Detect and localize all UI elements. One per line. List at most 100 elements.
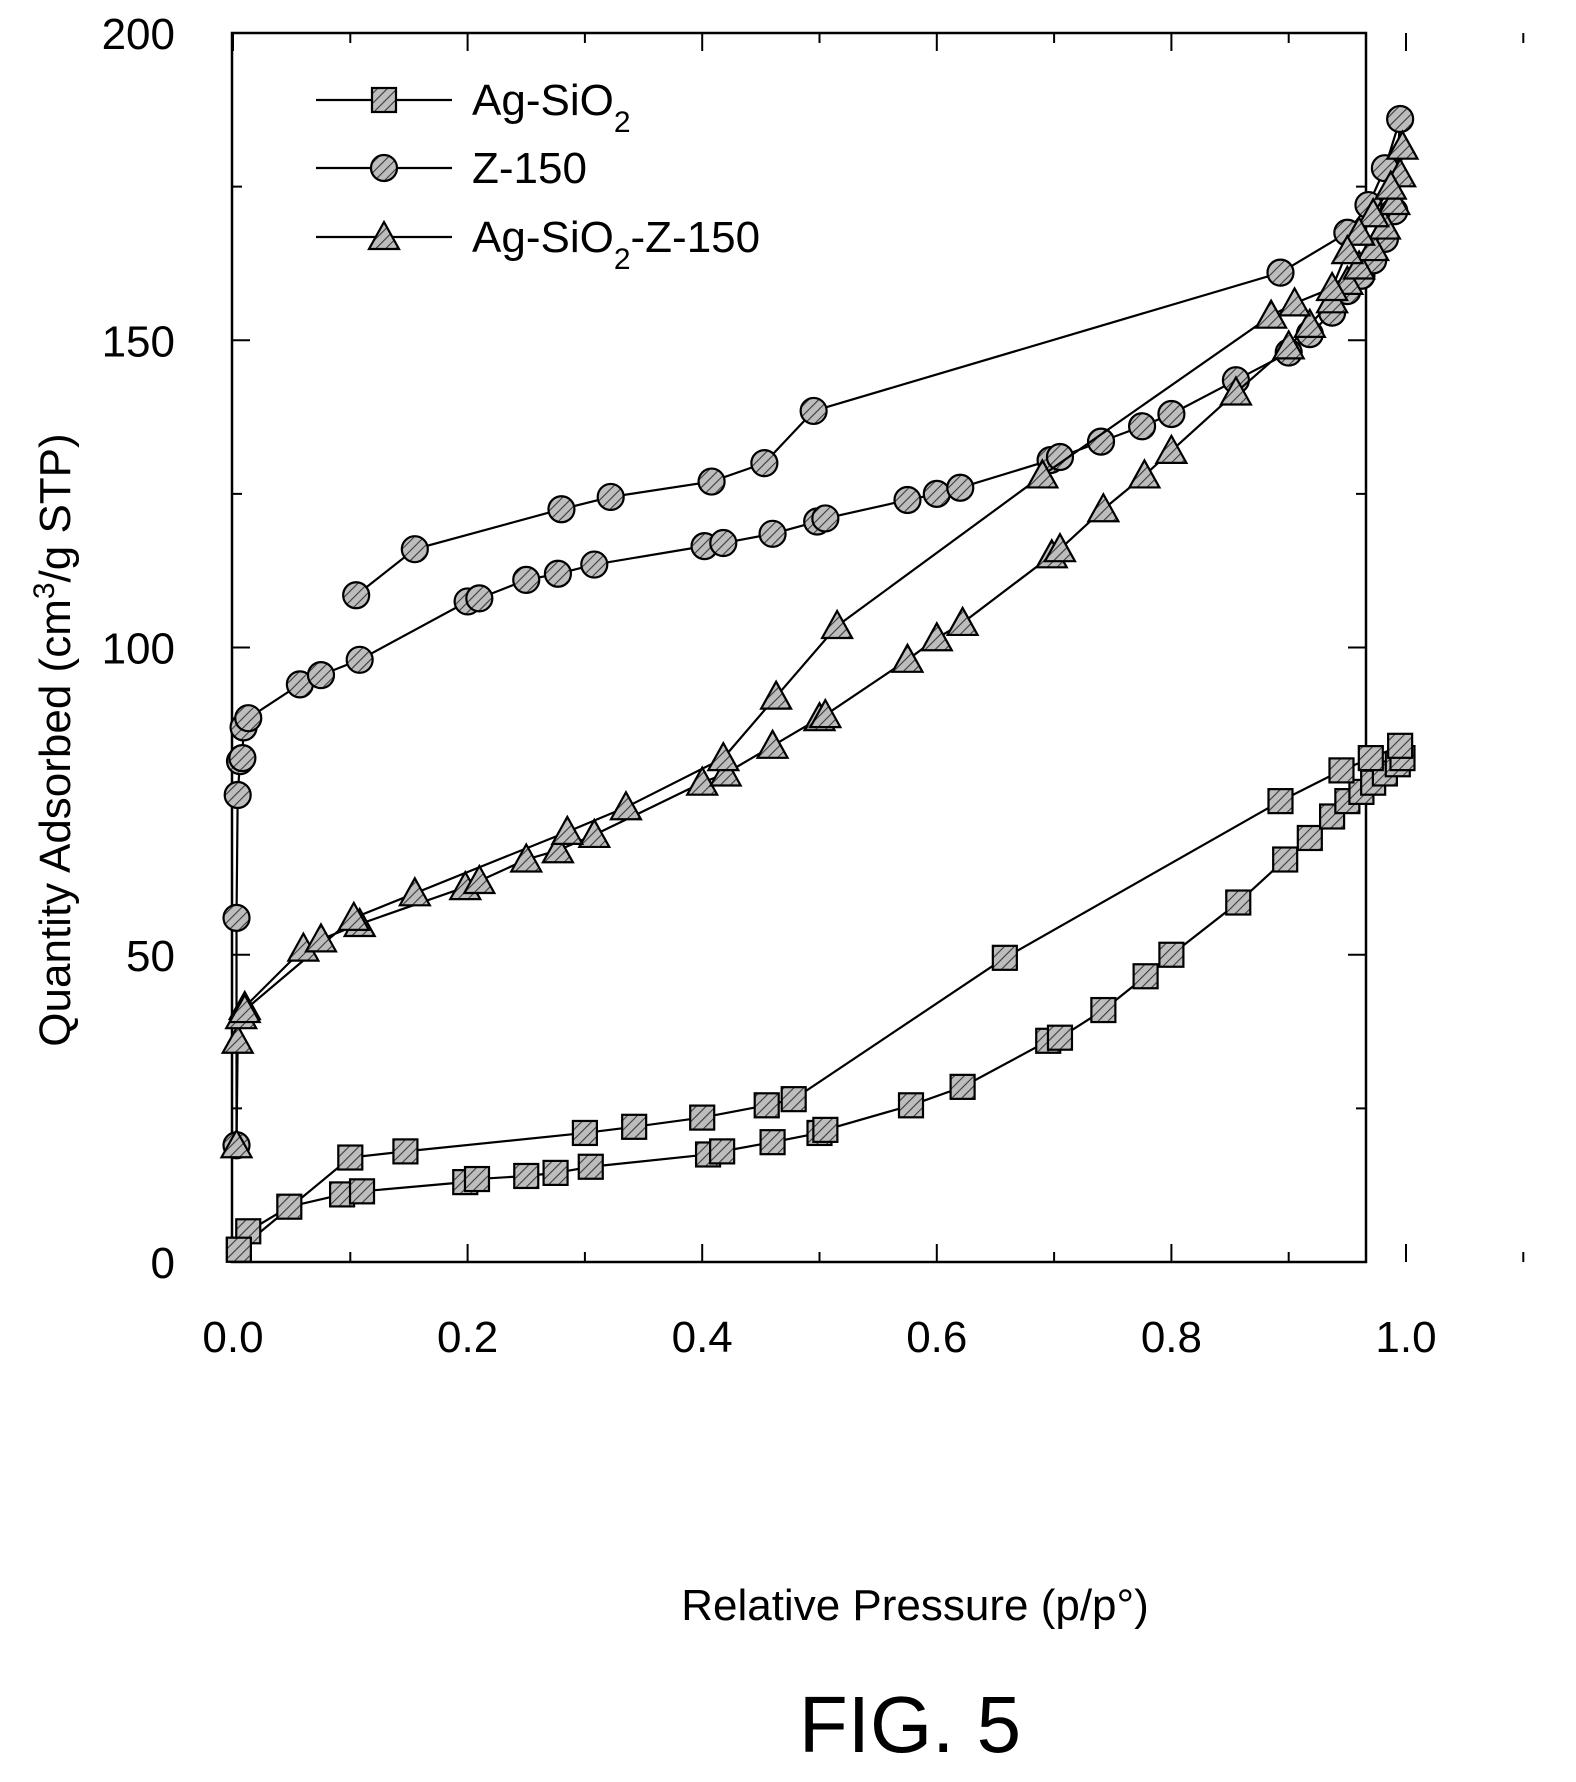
data-point xyxy=(509,842,544,873)
data-point xyxy=(1267,788,1294,815)
data-point xyxy=(304,922,338,953)
data-point xyxy=(1132,963,1159,990)
legend-entry: Ag-SiO2-Z-150 xyxy=(316,213,760,276)
data-point xyxy=(306,661,336,690)
legend-text-part: Ag-SiO xyxy=(472,76,614,125)
data-point xyxy=(689,1104,716,1131)
y-axis-label: Quantity Adsorbed (cm3/g STP) xyxy=(28,433,81,1046)
data-point xyxy=(1373,169,1408,200)
data-point xyxy=(811,504,840,533)
data-point xyxy=(512,565,541,595)
data-point xyxy=(706,740,741,772)
data-point xyxy=(1090,996,1117,1024)
data-point xyxy=(550,814,585,845)
data-point xyxy=(1357,745,1384,772)
series-triangle xyxy=(219,129,1420,1159)
data-point xyxy=(1086,427,1116,456)
data-point xyxy=(465,584,494,613)
legend-entry: Z-150 xyxy=(316,144,587,193)
data-point xyxy=(345,645,374,674)
y-axis-label-part: Quantity Adsorbed (cm xyxy=(31,599,80,1047)
data-point xyxy=(1127,412,1157,441)
data-point xyxy=(945,605,980,637)
data-point xyxy=(893,485,922,515)
legend-marker-circle xyxy=(369,153,399,183)
tick-labels: 0.0 0.2 0.4 0.6 0.8 1.0 0 50 100 150 200 xyxy=(102,10,1437,1362)
legend-subscript: 2 xyxy=(614,106,631,139)
series-square xyxy=(225,732,1416,1263)
data-point xyxy=(596,482,625,512)
x-axis-label: Relative Pressure (p/p°) xyxy=(681,1581,1149,1630)
data-point xyxy=(812,1116,839,1143)
y-tick-label: 200 xyxy=(102,10,175,59)
data-point xyxy=(462,863,497,895)
x-tick-label: 0.0 xyxy=(202,1313,263,1362)
data-point xyxy=(1127,458,1162,489)
data-point xyxy=(1266,258,1295,287)
data-point xyxy=(397,876,432,907)
series-circle xyxy=(222,104,1415,1160)
legend-label: Ag-SiO2-Z-150 xyxy=(472,213,760,276)
data-point xyxy=(1356,230,1391,262)
legend-marker-square xyxy=(370,86,398,114)
legend-text-part: Z-150 xyxy=(472,144,587,193)
data-point xyxy=(1046,1024,1074,1051)
data-point xyxy=(919,621,954,652)
y-tick-label: 50 xyxy=(126,932,175,981)
data-point xyxy=(223,780,252,810)
data-point xyxy=(227,992,262,1024)
data-point xyxy=(1330,233,1365,265)
data-point xyxy=(580,550,609,579)
x-tick-label: 0.2 xyxy=(437,1313,498,1362)
data-point xyxy=(1296,824,1323,852)
plot-area xyxy=(230,31,1368,1264)
data-point xyxy=(463,1165,491,1193)
data-point xyxy=(1328,757,1355,784)
data-point xyxy=(949,1073,976,1100)
data-point xyxy=(1386,104,1415,134)
data-point xyxy=(621,1113,648,1140)
data-point xyxy=(709,528,738,558)
data-point xyxy=(1277,286,1312,317)
data-point xyxy=(991,944,1018,971)
data-point xyxy=(1315,270,1349,302)
y-tick-label: 100 xyxy=(102,625,175,674)
data-point xyxy=(337,1144,364,1171)
data-point xyxy=(1157,399,1186,429)
data-point xyxy=(577,1153,604,1180)
data-point xyxy=(392,1138,419,1165)
data-point xyxy=(1272,846,1299,873)
data-point xyxy=(276,1193,303,1220)
data-point xyxy=(820,608,854,640)
data-point xyxy=(1387,732,1414,759)
data-point xyxy=(571,1119,599,1147)
data-point xyxy=(755,728,790,759)
data-point xyxy=(1377,184,1412,216)
data-point xyxy=(750,449,779,478)
data-point xyxy=(685,765,720,796)
legend-text-part: -Z-150 xyxy=(631,213,761,262)
data-point xyxy=(1045,442,1075,472)
data-point xyxy=(542,1159,569,1186)
data-point xyxy=(1025,458,1060,489)
figure-caption: FIG. 5 xyxy=(799,1680,1021,1769)
data-point xyxy=(808,697,843,729)
data-point xyxy=(1043,531,1077,563)
data-point xyxy=(348,1178,376,1205)
data-point xyxy=(697,467,726,496)
data-point xyxy=(897,1092,925,1119)
legend-label: Ag-SiO2 xyxy=(472,76,631,139)
data-point xyxy=(890,642,925,673)
legend-entry: Ag-SiO2 xyxy=(316,76,631,139)
data-point xyxy=(946,473,975,502)
y-tick-label: 0 xyxy=(151,1239,175,1288)
data-point xyxy=(1086,491,1121,523)
data-point xyxy=(780,1086,807,1113)
y-axis-label-superscript: 3 xyxy=(28,582,61,599)
data-point xyxy=(219,1127,254,1159)
x-tick-label: 0.4 xyxy=(672,1313,733,1362)
data-point xyxy=(709,1138,736,1165)
data-point xyxy=(759,679,793,710)
